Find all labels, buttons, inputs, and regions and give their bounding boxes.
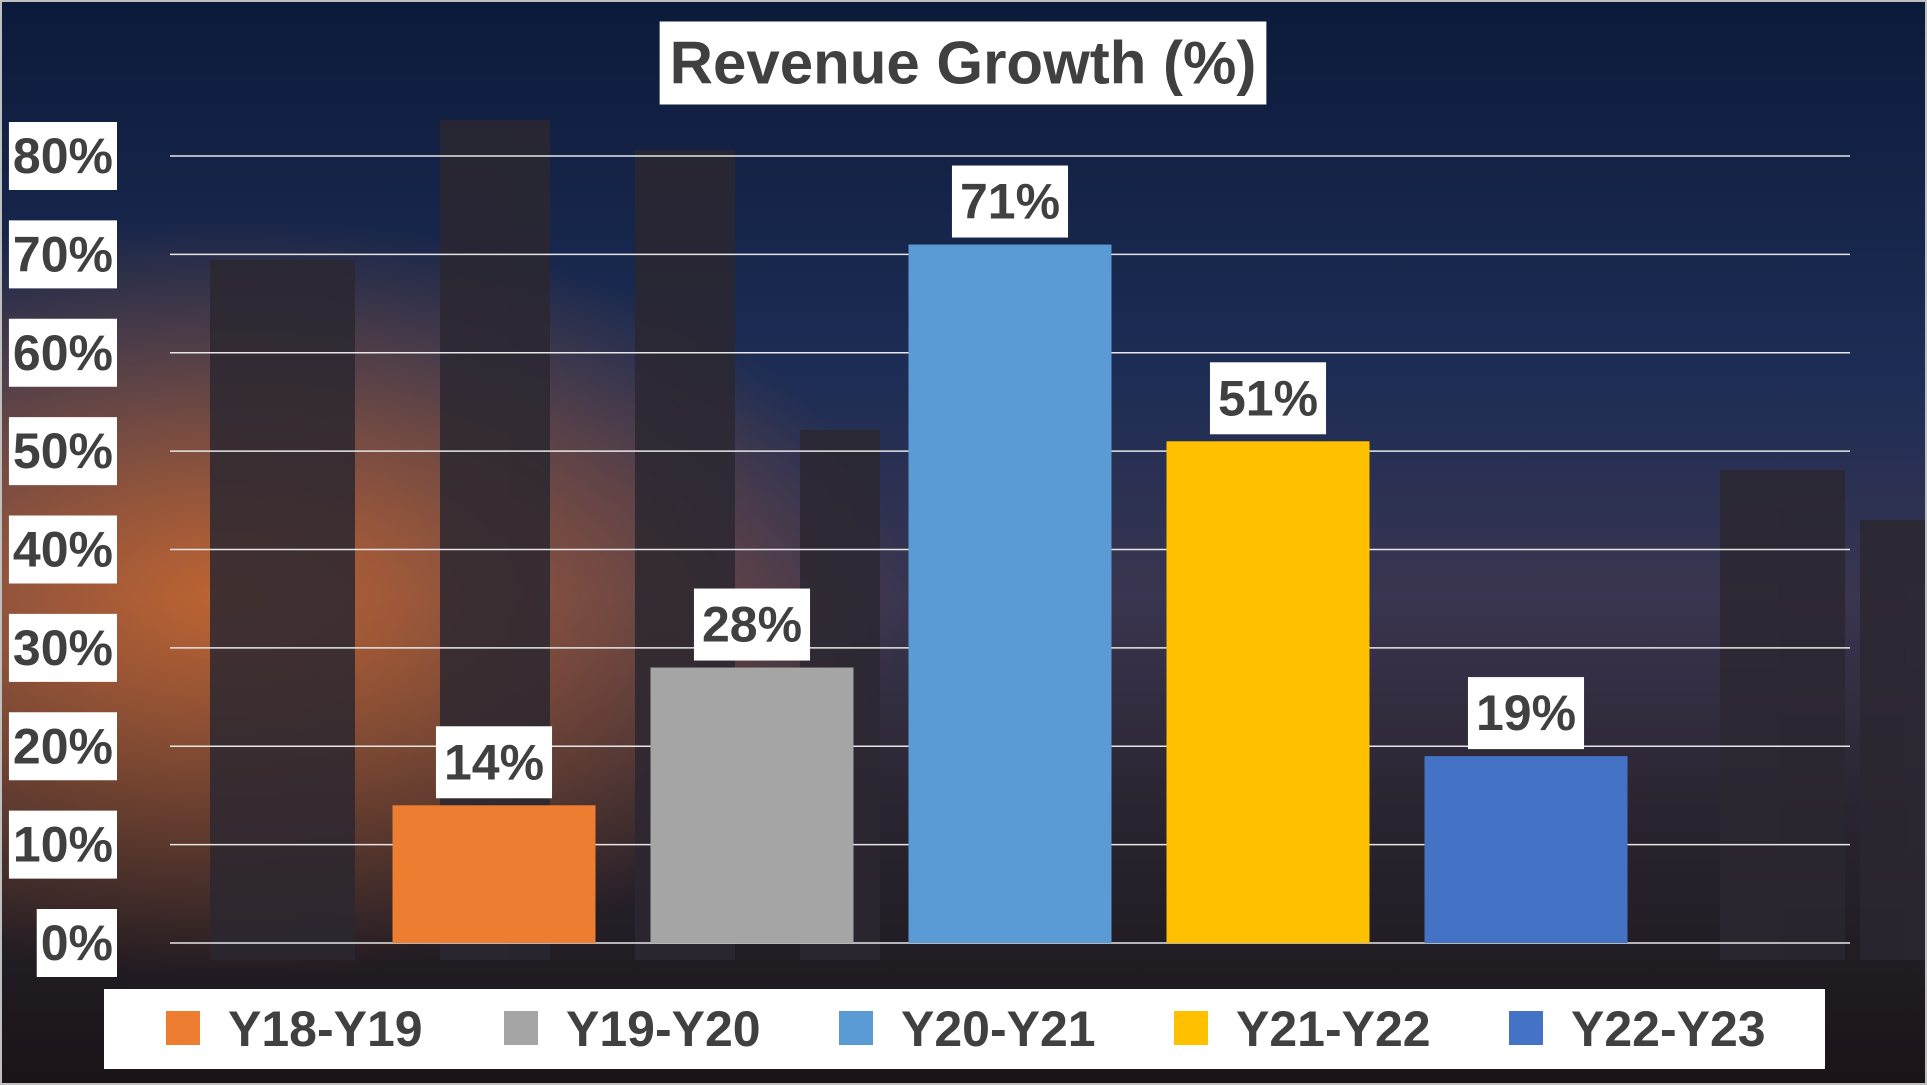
bar bbox=[392, 805, 596, 943]
data-label-box bbox=[1467, 677, 1585, 750]
y-tick-label: 60% bbox=[13, 325, 113, 381]
y-tick-label-group: 70% bbox=[8, 220, 117, 289]
chart-title-group: Revenue Growth (%) bbox=[659, 21, 1267, 105]
legend-label: Y22-Y23 bbox=[1571, 1001, 1766, 1057]
y-tick-label-group: 50% bbox=[8, 417, 117, 486]
y-tick-label-box bbox=[8, 220, 117, 289]
legend-swatch bbox=[504, 1011, 538, 1045]
y-tick-label-group: 80% bbox=[8, 122, 117, 190]
y-tick-label-box bbox=[8, 318, 117, 387]
legend-swatch bbox=[1174, 1011, 1208, 1045]
chart-title-box bbox=[659, 21, 1267, 105]
data-label-group: 28% bbox=[693, 588, 811, 661]
y-tick-label: 10% bbox=[13, 817, 113, 873]
y-tick-label-box bbox=[8, 417, 117, 486]
bar bbox=[908, 244, 1112, 944]
title-group: Revenue Growth (%) bbox=[659, 21, 1267, 105]
data-label-group: 51% bbox=[1209, 362, 1327, 435]
bar bbox=[650, 667, 854, 943]
data-label-box bbox=[951, 165, 1069, 238]
legend-swatch bbox=[166, 1011, 200, 1045]
legend-swatch bbox=[1509, 1011, 1543, 1045]
y-tick-label: 50% bbox=[13, 423, 113, 479]
data-label: 14% bbox=[444, 734, 544, 790]
y-tick-label-group: 40% bbox=[8, 515, 117, 584]
data-label: 51% bbox=[1218, 370, 1318, 426]
y-tick-label: 40% bbox=[13, 522, 113, 578]
data-label: 19% bbox=[1476, 685, 1576, 741]
data-label-group: 19% bbox=[1467, 677, 1585, 750]
y-tick-label: 70% bbox=[13, 226, 113, 282]
y-tick-label-box bbox=[8, 613, 117, 682]
data-label: 71% bbox=[960, 174, 1060, 230]
data-label-box bbox=[1209, 362, 1327, 435]
y-tick-label-box bbox=[8, 515, 117, 584]
plot: 14% 28% 71% 51% 19% bbox=[392, 165, 1628, 944]
y-tick-label: 80% bbox=[13, 128, 113, 184]
legend-label: Y19-Y20 bbox=[566, 1001, 761, 1057]
data-label-group: 71% bbox=[951, 165, 1069, 238]
bar bbox=[1424, 756, 1628, 943]
legend-label: Y18-Y19 bbox=[228, 1001, 423, 1057]
y-tick-label: 0% bbox=[41, 915, 113, 971]
bar bbox=[1166, 441, 1370, 943]
y-tick-label-box bbox=[8, 122, 117, 190]
legend-label: Y21-Y22 bbox=[1236, 1001, 1431, 1057]
y-tick-label-box bbox=[8, 712, 117, 781]
y-tick-label-group: 60% bbox=[8, 318, 117, 387]
data-label-group: 14% bbox=[435, 726, 553, 799]
y-tick-label-group: 30% bbox=[8, 613, 117, 682]
data-label-box bbox=[435, 726, 553, 799]
legend: Y18-Y19 Y19-Y20 Y20-Y21 Y21-Y22 Y22-Y23 bbox=[166, 1001, 1766, 1057]
legend-label: Y20-Y21 bbox=[901, 1001, 1096, 1057]
y-tick-label: 30% bbox=[13, 620, 113, 676]
y-tick-label: 20% bbox=[13, 718, 113, 774]
y-tick-label-group: 20% bbox=[8, 712, 117, 781]
data-label-box bbox=[693, 588, 811, 661]
y-tick-label-group: 10% bbox=[8, 810, 117, 879]
data-label: 28% bbox=[702, 597, 802, 653]
legend-swatch bbox=[839, 1011, 873, 1045]
y-tick-label-box bbox=[36, 909, 117, 977]
chart-title: Revenue Growth (%) bbox=[670, 30, 1257, 97]
y-tick-label-box bbox=[8, 810, 117, 879]
y-tick-label-group: 0% bbox=[36, 909, 117, 977]
